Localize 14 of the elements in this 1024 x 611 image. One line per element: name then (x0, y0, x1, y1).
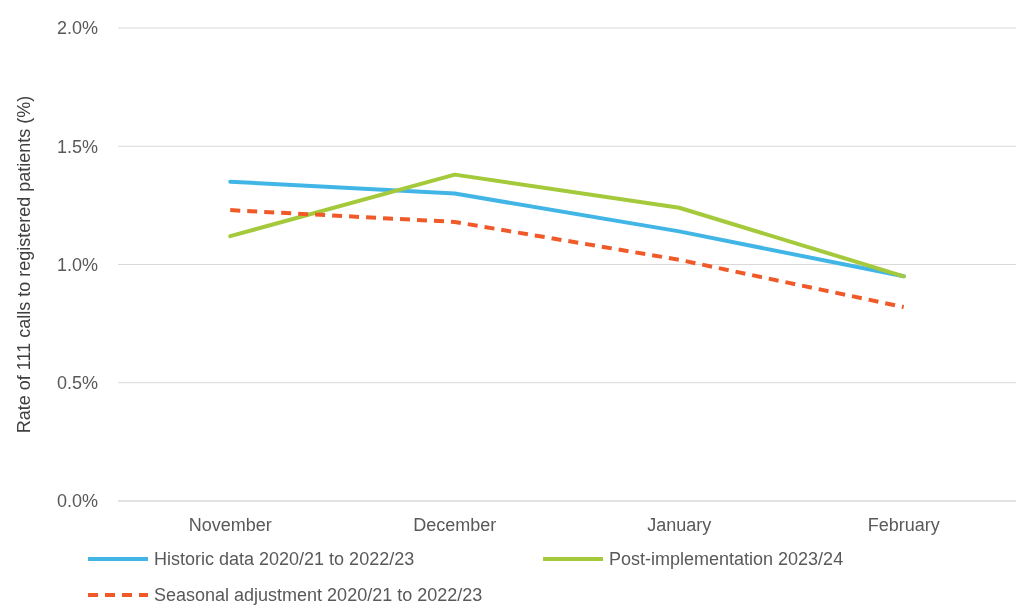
x-tick-label: December (413, 515, 497, 535)
x-tick-label: January (647, 515, 712, 535)
line-series (228, 208, 906, 310)
y-tick-label: 0.5% (56, 373, 98, 394)
x-tick-label: November (188, 515, 272, 535)
y-tick-label: 0.0% (56, 491, 98, 512)
legend-label: Post-implementation 2023/24 (609, 549, 844, 570)
legend-label: Historic data 2020/21 to 2022/23 (154, 549, 415, 570)
legend-label: Seasonal adjustment 2020/21 to 2022/23 (154, 585, 483, 606)
y-tick-label: 1.0% (56, 254, 98, 275)
x-tick-label: February (867, 515, 940, 535)
y-axis-title: Rate of 111 calls to registered patients (%) (14, 95, 34, 434)
y-tick-label: 2.0% (56, 18, 98, 39)
y-tick-label: 1.5% (56, 136, 98, 157)
